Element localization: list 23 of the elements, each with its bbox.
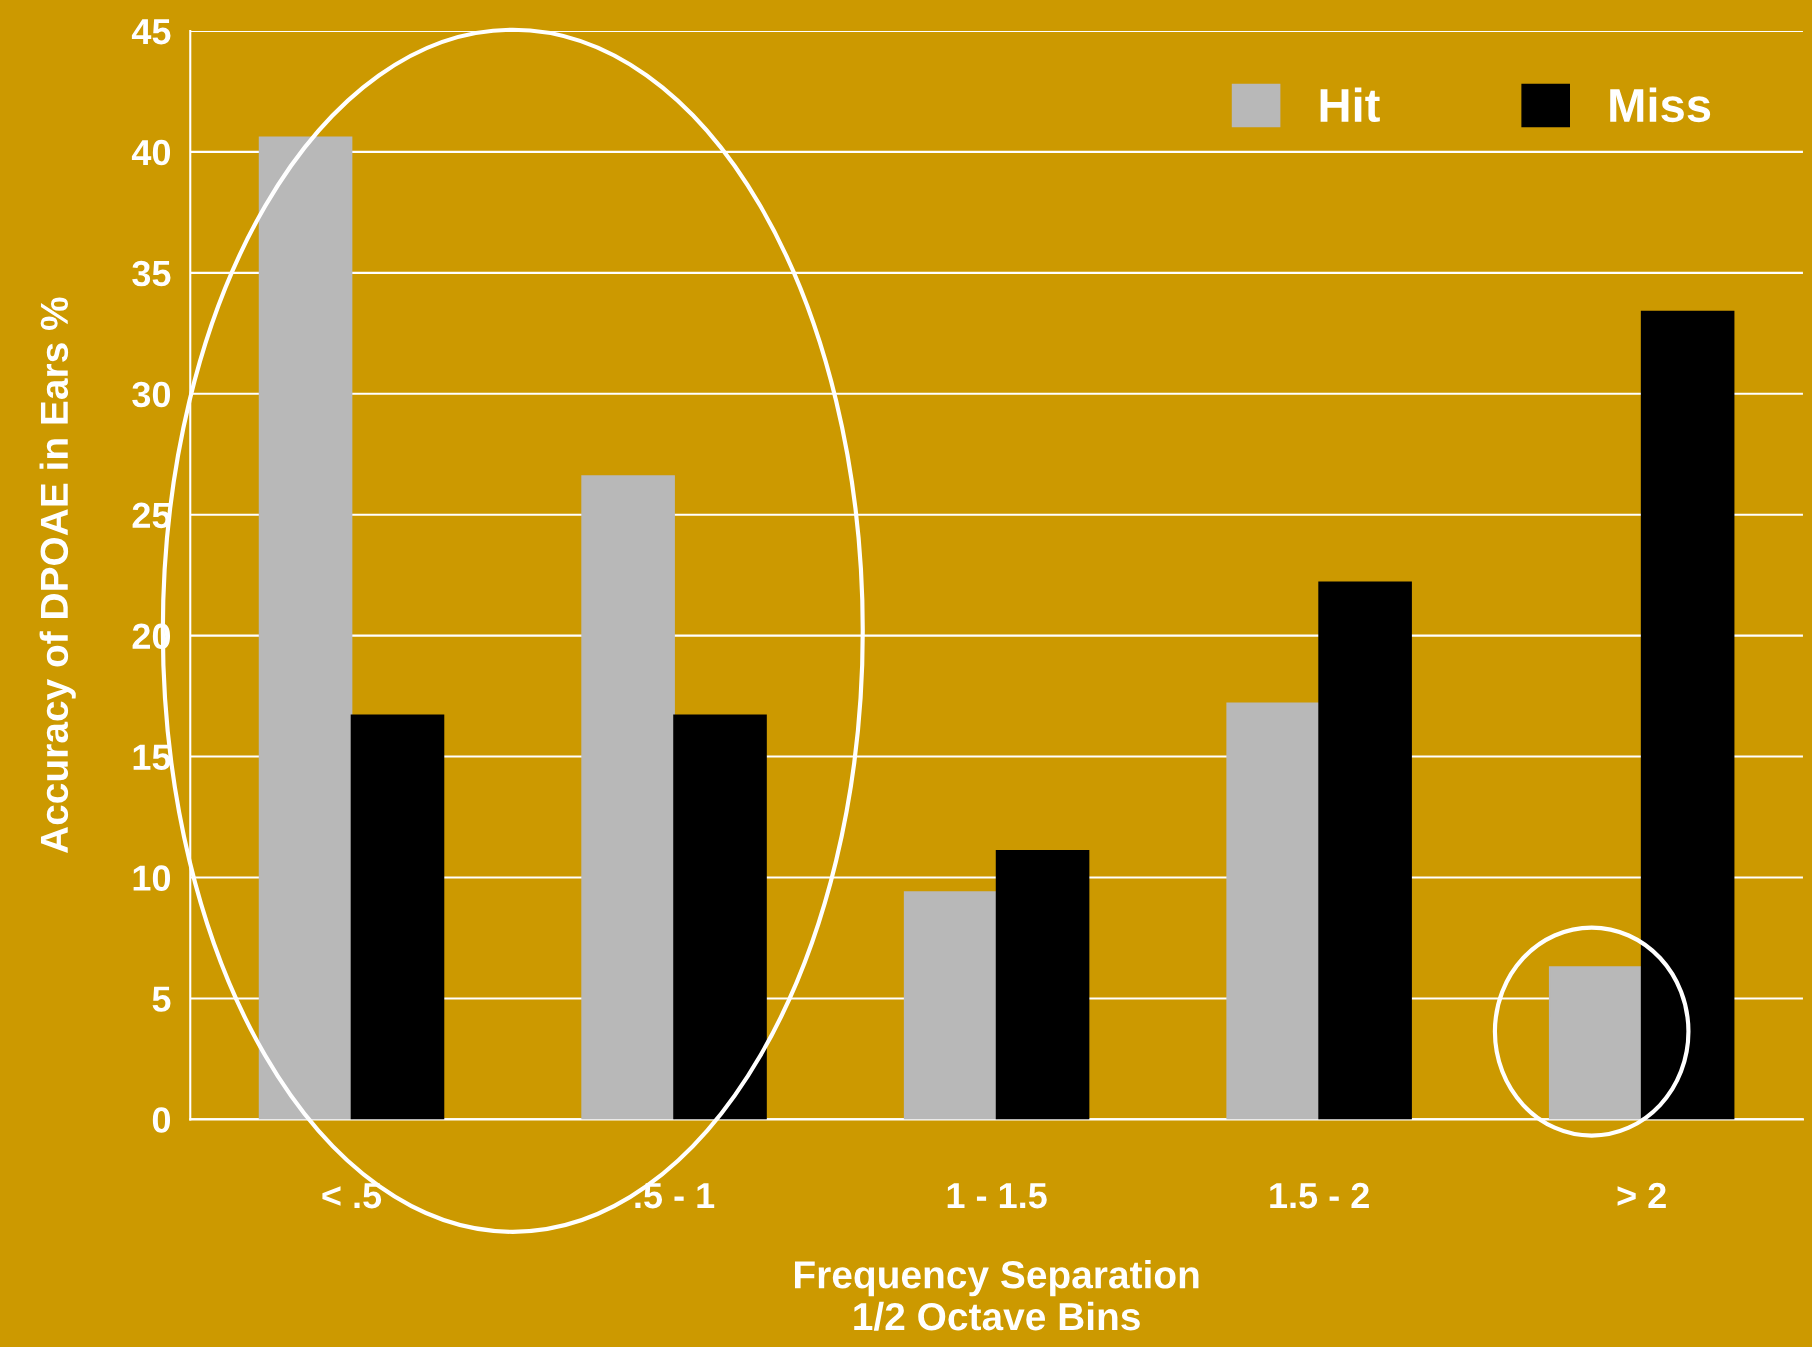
y-tick-label: 40 — [131, 139, 171, 166]
bar — [1548, 966, 1643, 1120]
y-tick-label: 5 — [152, 986, 171, 1012]
bar — [1318, 581, 1412, 1120]
x-tick-label: > 2 — [1617, 1182, 1666, 1209]
bar — [1226, 702, 1320, 1120]
x-tick-label: 1.5 - 2 — [1270, 1182, 1369, 1209]
legend-label: Miss — [1610, 87, 1711, 123]
bar — [995, 850, 1090, 1120]
bar — [673, 714, 767, 1120]
y-axis-title: Accuracy of DPOAE in Ears % — [39, 297, 76, 853]
bar — [581, 475, 675, 1120]
bar — [903, 891, 998, 1120]
y-tick-label: 45 — [131, 19, 171, 45]
y-tick-label: 10 — [133, 865, 171, 891]
legend-label: Hit — [1320, 87, 1380, 123]
x-tick-label: 1 - 1.5 — [947, 1183, 1047, 1209]
y-tick-label: 35 — [132, 260, 171, 287]
y-tick-label: 0 — [152, 1107, 171, 1133]
y-tick-label: 30 — [132, 381, 171, 408]
x-axis-title: Frequency Separation 1/2 Octave Bins — [794, 1259, 1199, 1331]
bar — [258, 136, 353, 1120]
bar — [350, 714, 445, 1120]
